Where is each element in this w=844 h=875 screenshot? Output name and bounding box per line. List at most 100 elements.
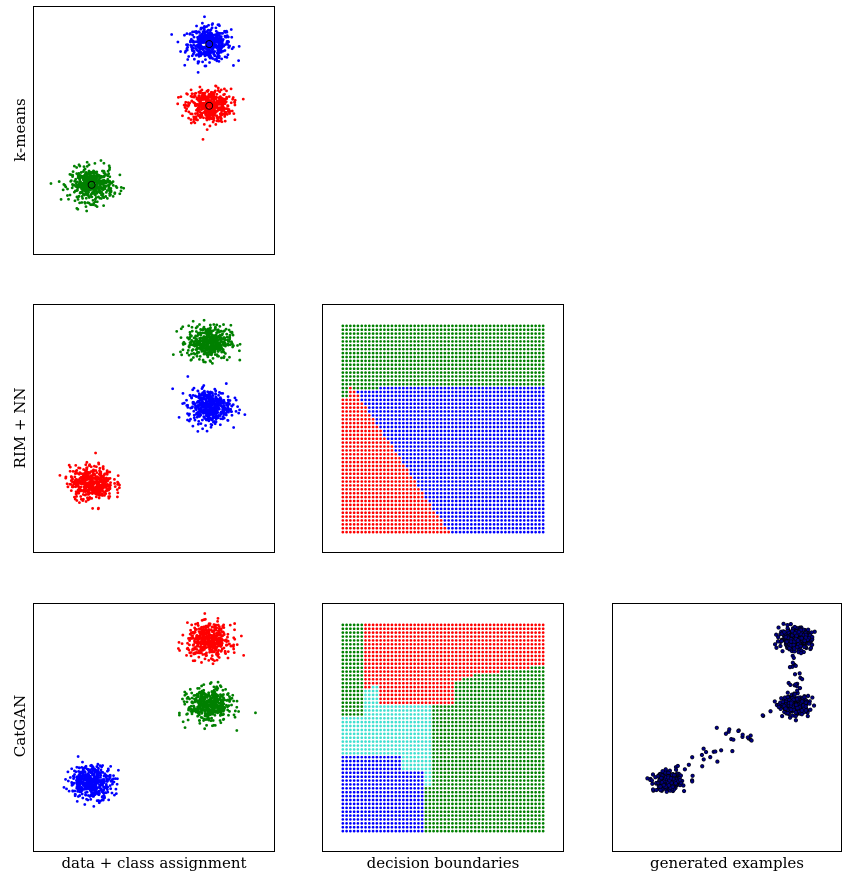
grid-point <box>428 398 432 402</box>
grid-point <box>409 378 413 382</box>
data-point <box>213 403 217 407</box>
grid-point <box>401 491 405 495</box>
grid-point <box>485 460 488 464</box>
grid-point <box>466 336 469 339</box>
grid-point <box>443 519 447 522</box>
grid-point <box>496 464 500 468</box>
grid-point <box>496 406 500 409</box>
grid-point <box>413 468 416 472</box>
grid-point <box>485 519 488 522</box>
grid-point <box>492 371 496 374</box>
grid-point <box>356 433 360 437</box>
grid-point <box>375 378 379 382</box>
grid-point <box>367 476 371 480</box>
grid-point <box>367 484 371 487</box>
data-point <box>181 325 185 329</box>
grid-point <box>375 433 379 437</box>
grid-point <box>349 503 352 507</box>
grid-point <box>481 340 485 343</box>
grid-point <box>390 468 394 472</box>
grid-point <box>398 460 401 464</box>
grid-point <box>401 355 405 359</box>
grid-point <box>405 515 409 518</box>
grid-point <box>360 425 364 429</box>
data-point <box>192 115 196 119</box>
grid-point <box>349 371 352 374</box>
grid-point <box>439 375 443 378</box>
grid-point <box>492 340 496 343</box>
grid-point <box>390 491 394 495</box>
data-point <box>238 342 242 346</box>
grid-point <box>383 519 386 522</box>
grid-point <box>492 363 496 367</box>
grid-point <box>462 495 466 499</box>
data-point <box>107 496 111 500</box>
grid-point <box>356 511 360 515</box>
grid-point <box>436 402 439 406</box>
grid-point <box>424 476 428 480</box>
grid-point <box>496 386 500 390</box>
data-point <box>210 26 214 30</box>
grid-point <box>481 371 485 374</box>
data-point <box>78 175 82 179</box>
grid-point <box>477 390 481 394</box>
grid-point <box>356 480 360 483</box>
grid-point <box>488 414 492 417</box>
grid-point <box>439 410 443 413</box>
grid-point <box>375 476 379 480</box>
grid-point <box>447 371 450 374</box>
data-point <box>196 111 199 115</box>
grid-point <box>367 468 371 472</box>
grid-point <box>488 378 492 382</box>
grid-point <box>356 437 360 441</box>
grid-point <box>390 398 394 402</box>
grid-point <box>364 417 367 421</box>
grid-point <box>481 511 485 515</box>
grid-point <box>394 421 398 425</box>
grid-point <box>405 507 409 511</box>
grid-point <box>473 402 477 406</box>
grid-point <box>451 515 454 518</box>
grid-point <box>462 375 466 378</box>
grid-point <box>394 437 398 441</box>
grid-point <box>405 378 409 382</box>
grid-point <box>458 487 462 491</box>
grid-point <box>405 351 409 355</box>
data-point <box>203 54 207 58</box>
grid-point <box>443 410 447 413</box>
grid-point <box>454 472 458 476</box>
grid-point <box>470 523 473 526</box>
data-point <box>177 95 180 99</box>
grid-point <box>413 499 416 503</box>
grid-point <box>477 491 481 495</box>
data-point <box>185 48 189 52</box>
grid-point <box>432 382 435 386</box>
grid-point <box>386 332 390 335</box>
data-point <box>108 470 112 474</box>
data-point <box>91 472 95 476</box>
grid-point <box>394 328 398 332</box>
grid-point <box>364 347 367 351</box>
data-point <box>200 112 204 115</box>
grid-point <box>485 410 488 413</box>
grid-point <box>417 449 420 452</box>
data-point <box>78 201 82 205</box>
grid-point <box>371 406 375 409</box>
grid-point <box>485 371 488 374</box>
grid-point <box>466 363 469 367</box>
data-point <box>196 114 200 117</box>
grid-point <box>470 410 473 413</box>
grid-point <box>364 425 367 429</box>
grid-point <box>470 363 473 367</box>
grid-point <box>345 390 348 394</box>
grid-point <box>379 523 382 526</box>
grid-point <box>466 398 469 402</box>
grid-point <box>367 464 371 468</box>
data-point <box>71 469 75 473</box>
data-point <box>211 94 215 98</box>
grid-point <box>375 464 379 468</box>
grid-point <box>477 324 481 328</box>
grid-point <box>477 410 481 413</box>
grid-point <box>428 460 432 464</box>
data-point <box>119 186 123 189</box>
